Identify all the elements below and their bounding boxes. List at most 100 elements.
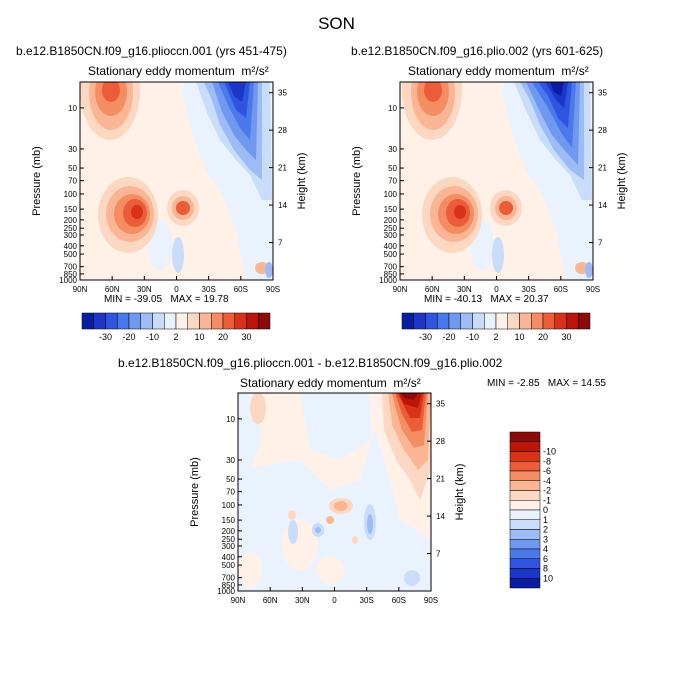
colorbar-3-label: -6 [543, 466, 551, 476]
panel-2-subtitle: Stationary eddy momentum m²/s² [408, 64, 589, 78]
y-tick-label: 500 [384, 250, 398, 259]
colorbar-1-swatch [234, 312, 247, 330]
colorbar-2-swatch [460, 312, 473, 330]
colorbar-3-swatch [509, 500, 541, 511]
y-tick-label: 400 [64, 242, 78, 251]
x-tick-label: 90S [424, 596, 438, 605]
x-tick-label: 90S [266, 285, 280, 294]
y2-tick-label: 28 [598, 126, 607, 135]
panel-2-stats: MIN = -40.13 MAX = 20.37 [424, 294, 549, 305]
colorbar-2-label: -20 [442, 332, 455, 342]
panel-3-title: b.e12.B1850CN.f09_g16.plioccn.001 - b.e1… [118, 356, 503, 370]
colorbar-2-label: -30 [419, 332, 432, 342]
colorbar-2-swatch [554, 312, 567, 330]
x-tick-label: 30N [457, 285, 472, 294]
y-tick-label: 1000 [59, 276, 77, 285]
colorbar-3-label: -10 [543, 447, 556, 457]
colorbar-3-swatch [509, 441, 541, 452]
y-tick-label: 250 [64, 224, 78, 233]
y-tick-label: 250 [222, 535, 236, 544]
colorbar-2-swatch [425, 312, 438, 330]
y-tick-label: 850 [64, 270, 78, 279]
y-tick-label: 30 [68, 145, 77, 154]
y2-tick-label: 14 [598, 201, 607, 210]
colorbar-3-swatch [509, 461, 541, 472]
colorbar-3-label: 8 [543, 564, 548, 574]
y-tick-label: 70 [226, 488, 235, 497]
colorbar-1-label: 30 [241, 332, 251, 342]
x-tick-label: 30S [202, 285, 216, 294]
colorbar-2-swatch [484, 312, 497, 330]
y-tick-label: 150 [222, 516, 236, 525]
x-tick-label: 60N [425, 285, 440, 294]
colorbar-1-swatch [93, 312, 106, 330]
panel-1-stats: MIN = -39.05 MAX = 19.78 [104, 294, 229, 305]
colorbar-3-label: -4 [543, 476, 551, 486]
colorbar-3-label: -8 [543, 456, 551, 466]
panel-1-subtitle: Stationary eddy momentum m²/s² [88, 64, 269, 78]
y-tick-label: 30 [388, 145, 397, 154]
x-tick-label: 30N [295, 596, 310, 605]
colorbar-1-swatch [211, 312, 224, 330]
y-tick-label: 200 [384, 216, 398, 225]
colorbar-2-swatch [507, 312, 520, 330]
panel-1-title: b.e12.B1850CN.f09_g16.plioccn.001 (yrs 4… [16, 44, 287, 58]
y-tick-label: 250 [384, 224, 398, 233]
x-tick-label: 0 [174, 285, 179, 294]
y2-tick-label: 21 [436, 475, 445, 484]
colorbar-2-label: 20 [538, 332, 548, 342]
y-tick-label: 100 [222, 501, 236, 510]
y-tick-label: 50 [388, 164, 397, 173]
colorbar-2-label: -10 [466, 332, 479, 342]
y2-tick-label: 7 [598, 239, 603, 248]
y-tick-label: 850 [222, 581, 236, 590]
colorbar-2-swatch [413, 312, 426, 330]
colorbar-1-label: -10 [146, 332, 159, 342]
colorbar-2-swatch [437, 312, 450, 330]
colorbar-3-label: 3 [543, 534, 548, 544]
x-tick-label: 30N [137, 285, 152, 294]
colorbar-1-swatch [164, 312, 177, 330]
panel-3-subtitle: Stationary eddy momentum m²/s² [240, 376, 421, 390]
y2-axis-title: Height (km) [616, 153, 628, 210]
colorbar-2-swatch [401, 312, 414, 330]
colorbar-3-swatch [509, 539, 541, 550]
y-axis-title: Pressure (mb) [189, 457, 201, 527]
colorbar-1-swatch [152, 312, 165, 330]
colorbar-2-label: 10 [514, 332, 524, 342]
panel-3-stats: MIN = -2.85 MAX = 14.55 [487, 378, 606, 389]
y-tick-label: 100 [64, 190, 78, 199]
y2-tick-label: 28 [436, 437, 445, 446]
x-tick-label: 0 [494, 285, 499, 294]
x-tick-label: 90N [231, 596, 246, 605]
colorbar-1-swatch [117, 312, 130, 330]
colorbar-3-label: 6 [543, 554, 548, 564]
x-tick-label: 90N [393, 285, 408, 294]
y2-tick-label: 35 [436, 400, 445, 409]
y-tick-label: 700 [64, 263, 78, 272]
x-tick-label: 90S [586, 285, 600, 294]
colorbar-2-swatch [448, 312, 461, 330]
colorbar-1-swatch [105, 312, 118, 330]
y-tick-label: 300 [384, 231, 398, 240]
colorbar-1-swatch [258, 312, 271, 330]
y-tick-label: 400 [222, 553, 236, 562]
season-title: SON [318, 14, 355, 33]
x-tick-label: 0 [332, 596, 337, 605]
y2-axis-title: Height (km) [454, 464, 466, 521]
y-tick-label: 850 [384, 270, 398, 279]
y-tick-label: 50 [68, 164, 77, 173]
colorbar-2-swatch [495, 312, 508, 330]
y-tick-label: 1000 [217, 587, 235, 596]
y2-tick-label: 21 [278, 164, 287, 173]
colorbar-2-swatch [542, 312, 555, 330]
y-tick-label: 700 [384, 263, 398, 272]
colorbar-3-swatch [509, 529, 541, 540]
y-tick-label: 10 [388, 104, 397, 113]
y-tick-label: 70 [68, 177, 77, 186]
colorbar-3-label: 0 [543, 505, 548, 515]
x-tick-label: 30S [522, 285, 536, 294]
colorbar-2-swatch [578, 312, 591, 330]
colorbar-3-swatch [509, 509, 541, 520]
